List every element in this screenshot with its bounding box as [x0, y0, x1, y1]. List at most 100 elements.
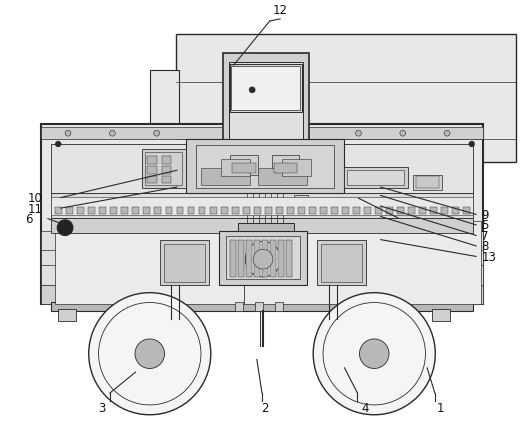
Bar: [258, 168, 307, 186]
Bar: [186, 140, 344, 194]
Text: 12: 12: [272, 4, 288, 17]
Bar: [432, 310, 450, 322]
Bar: [177, 35, 516, 162]
Circle shape: [135, 339, 165, 368]
Bar: [155, 207, 161, 214]
Bar: [309, 207, 316, 214]
Bar: [147, 166, 157, 174]
Circle shape: [89, 293, 211, 415]
Circle shape: [55, 142, 61, 147]
Bar: [219, 231, 307, 285]
Bar: [286, 240, 291, 277]
Bar: [41, 128, 483, 140]
Bar: [238, 176, 293, 233]
Bar: [66, 207, 73, 214]
Circle shape: [65, 131, 71, 137]
Bar: [150, 71, 179, 125]
Circle shape: [110, 131, 115, 137]
Bar: [347, 170, 404, 186]
Bar: [293, 196, 308, 213]
Bar: [238, 240, 244, 277]
Bar: [100, 207, 106, 214]
Bar: [51, 219, 473, 233]
Bar: [232, 207, 238, 214]
Bar: [244, 221, 481, 305]
Bar: [276, 207, 282, 214]
Bar: [161, 166, 171, 174]
Bar: [163, 245, 205, 282]
Circle shape: [469, 142, 475, 147]
Text: 9: 9: [481, 208, 489, 222]
Text: 5: 5: [481, 219, 489, 232]
Text: 11: 11: [27, 202, 42, 215]
Circle shape: [444, 131, 450, 137]
Text: 1: 1: [436, 401, 444, 414]
Bar: [201, 168, 250, 186]
Bar: [238, 223, 293, 233]
Bar: [231, 240, 236, 277]
Bar: [270, 240, 276, 277]
Bar: [111, 207, 117, 214]
Text: 8: 8: [481, 240, 489, 253]
Text: 3: 3: [99, 401, 106, 414]
Text: 4: 4: [362, 401, 369, 414]
Bar: [41, 125, 483, 305]
Text: 13: 13: [481, 250, 496, 263]
Bar: [235, 302, 243, 312]
Bar: [177, 207, 183, 214]
Bar: [430, 207, 437, 214]
Bar: [41, 285, 483, 305]
Bar: [272, 155, 299, 175]
Bar: [223, 153, 309, 177]
Bar: [150, 130, 179, 167]
Circle shape: [253, 250, 273, 269]
Bar: [161, 156, 171, 164]
Bar: [274, 163, 298, 173]
Bar: [265, 207, 271, 214]
Bar: [51, 145, 473, 194]
Bar: [58, 310, 76, 322]
Bar: [255, 302, 263, 312]
Text: 6: 6: [25, 213, 32, 226]
Bar: [452, 207, 459, 214]
Bar: [282, 159, 311, 177]
Bar: [221, 207, 227, 214]
Bar: [145, 153, 182, 186]
Bar: [144, 207, 150, 214]
Bar: [275, 302, 282, 312]
Bar: [344, 167, 408, 189]
Bar: [235, 174, 297, 184]
Bar: [342, 207, 349, 214]
Circle shape: [154, 131, 160, 137]
Bar: [441, 207, 448, 214]
Bar: [210, 207, 216, 214]
Bar: [147, 156, 157, 164]
Bar: [77, 207, 84, 214]
Bar: [416, 177, 439, 189]
Bar: [55, 221, 244, 305]
Bar: [317, 241, 366, 285]
Bar: [142, 150, 186, 189]
Text: 7: 7: [481, 229, 489, 242]
Bar: [89, 207, 95, 214]
Bar: [188, 207, 194, 214]
Bar: [298, 207, 305, 214]
Bar: [51, 302, 473, 312]
Circle shape: [245, 242, 281, 277]
Bar: [408, 207, 415, 214]
Bar: [230, 65, 302, 112]
Circle shape: [313, 293, 435, 415]
Circle shape: [249, 88, 255, 94]
Bar: [375, 207, 382, 214]
Bar: [221, 159, 250, 177]
Bar: [160, 241, 209, 285]
Bar: [225, 236, 300, 279]
Bar: [107, 310, 125, 322]
Bar: [412, 175, 442, 191]
Bar: [397, 207, 404, 214]
Bar: [278, 240, 283, 277]
Circle shape: [57, 220, 73, 236]
Bar: [223, 54, 309, 177]
Bar: [254, 240, 260, 277]
Bar: [41, 231, 483, 285]
